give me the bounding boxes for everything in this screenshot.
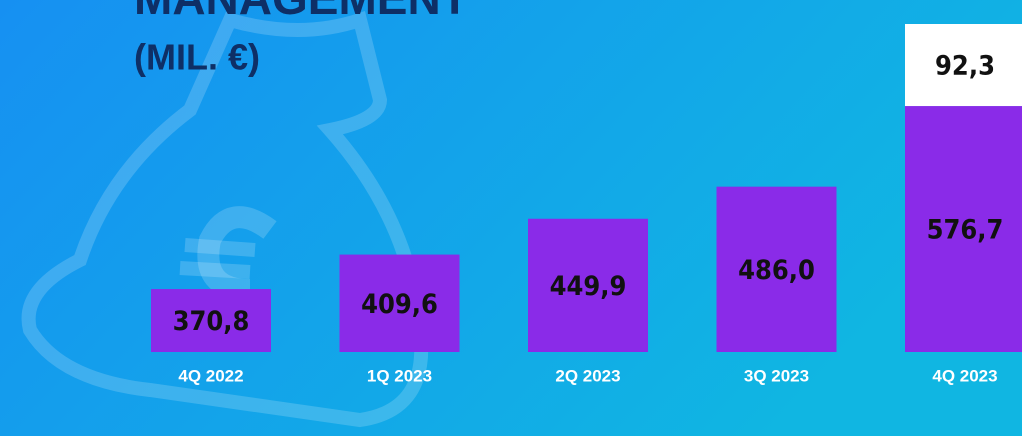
x-tick-label: 1Q 2023 — [367, 366, 432, 385]
bar-segment — [151, 289, 271, 352]
value-label: 92,3 — [935, 51, 995, 82]
chart-title: MANAGEMENT — [134, 0, 469, 24]
bar-segment — [716, 186, 837, 352]
x-tick-label: 4Q 2022 — [178, 366, 243, 385]
money-bag-icon — [21, 10, 429, 428]
value-label: 370,8 — [173, 306, 250, 337]
x-tick-label: 4Q 2023 — [932, 366, 997, 385]
x-tick-label: 3Q 2023 — [744, 366, 809, 385]
value-label: 486,0 — [738, 255, 815, 286]
bar-segment — [528, 218, 648, 352]
chart-subtitle: (MIL. €) — [134, 37, 260, 78]
value-label: 409,6 — [361, 289, 438, 320]
value-label: 449,9 — [550, 271, 627, 302]
x-tick-label: 2Q 2023 — [555, 366, 620, 385]
value-label: 576,7 — [927, 215, 1004, 246]
bar-segment — [905, 24, 1022, 107]
bar-segment — [339, 254, 460, 352]
bar-segment — [905, 106, 1022, 353]
